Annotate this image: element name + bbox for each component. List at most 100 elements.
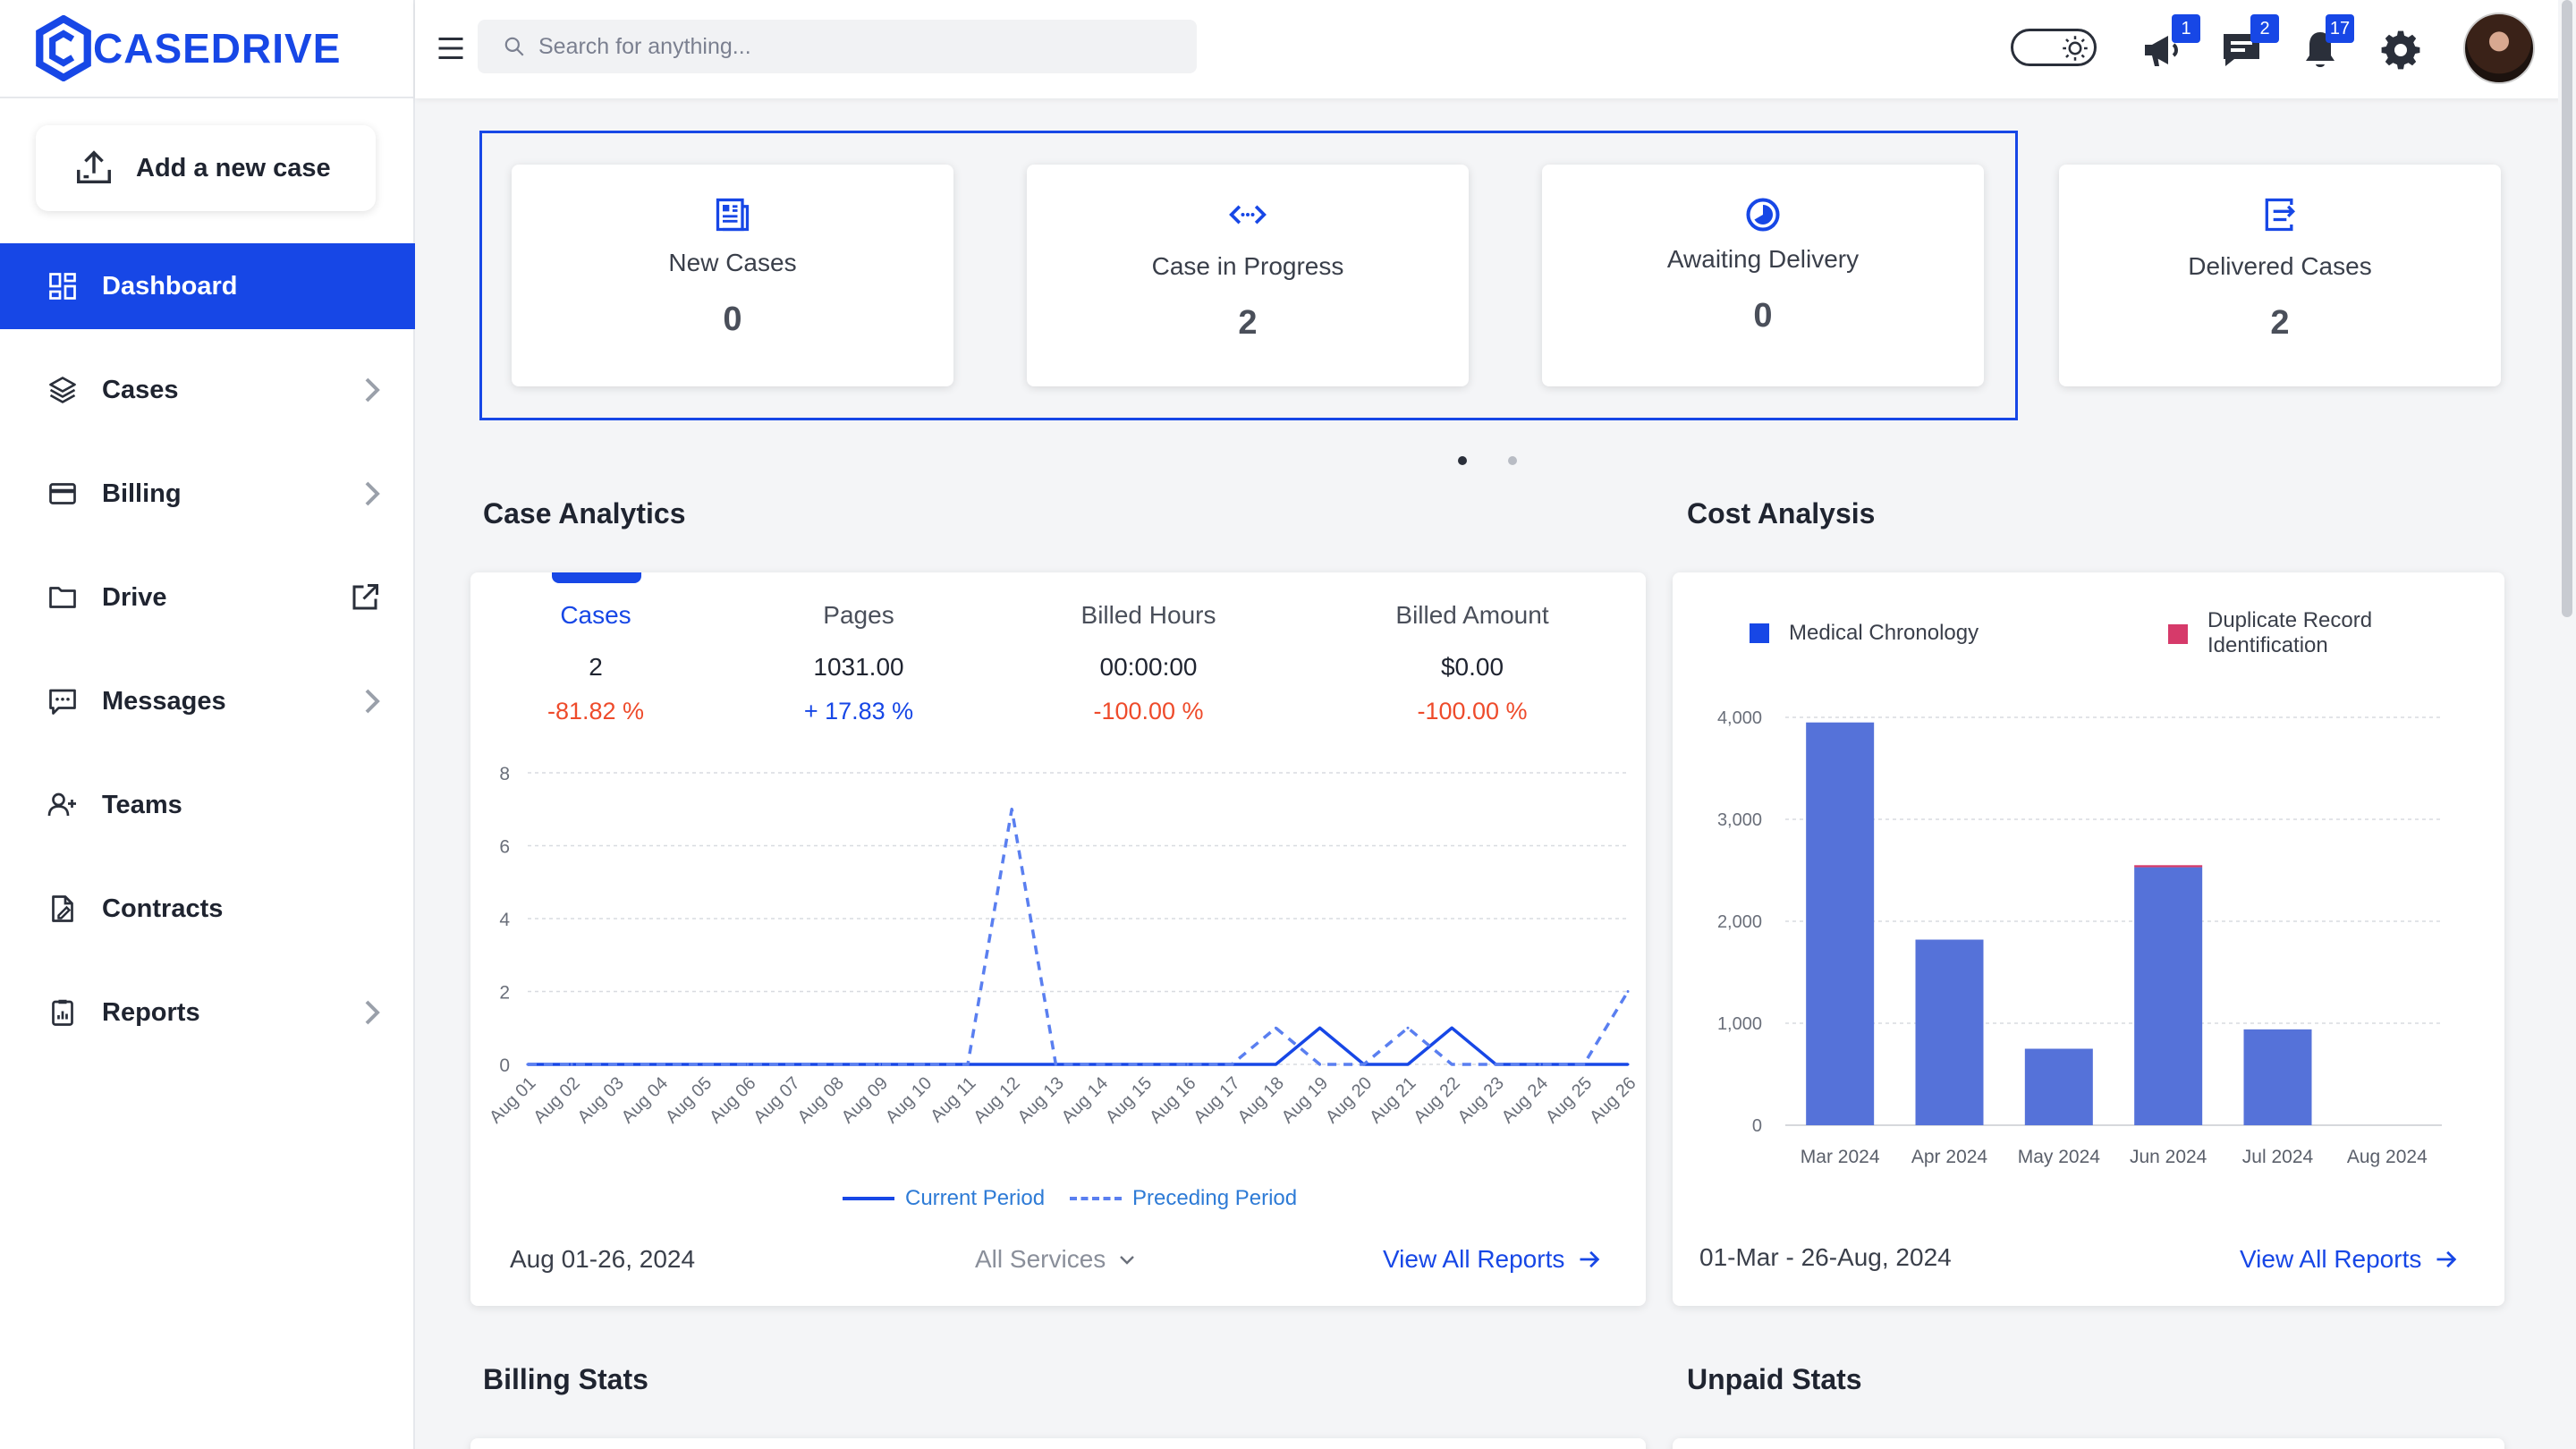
stat-card-title: Delivered Cases	[2188, 252, 2372, 280]
scrollbar-thumb[interactable]	[2562, 0, 2572, 617]
metric-label: Billed Hours	[1080, 601, 1216, 629]
metric-label: Billed Amount	[1395, 601, 1549, 629]
sidebar-item-label: Contracts	[102, 894, 224, 923]
stat-card-title: Awaiting Delivery	[1666, 245, 1860, 273]
data-point	[1626, 1063, 1630, 1066]
data-point	[1450, 1026, 1453, 1030]
legend-preceding-period[interactable]: Preceding Period	[1070, 1186, 1297, 1211]
cost-analysis-view-all-reports-link[interactable]: View All Reports	[2240, 1245, 2459, 1274]
clipboard-icon	[52, 999, 73, 1026]
clock-half-icon	[1746, 198, 1780, 232]
arrow-right-icon	[2436, 1250, 2457, 1268]
brand-logo[interactable]: CASEDRIVE	[0, 0, 413, 98]
bar-medical-chronology	[2243, 1029, 2312, 1125]
legend-label: Medical Chronology	[1789, 621, 1979, 645]
sidebar-item-billing[interactable]: Billing	[0, 451, 415, 537]
data-point	[790, 1063, 793, 1066]
stat-card-title: Case in Progress	[1151, 252, 1344, 280]
case-analytics-view-all-reports-link[interactable]: View All Reports	[1383, 1245, 1602, 1274]
search-icon	[504, 37, 524, 56]
sidebar-item-drive[interactable]: Drive	[0, 555, 415, 640]
external-link-icon[interactable]	[349, 581, 381, 614]
chevron-right-icon	[365, 481, 380, 506]
x-tick-label: Aug 20	[1322, 1073, 1376, 1127]
y-tick-label: 2,000	[1717, 912, 1762, 932]
data-point	[1186, 1063, 1190, 1066]
legend-dashed-line	[1070, 1197, 1122, 1200]
sun-icon	[2063, 36, 2088, 61]
add-new-case-button[interactable]: Add a new case	[36, 125, 376, 211]
arrow-right-icon	[1580, 1250, 1600, 1268]
sidebar-item-reports[interactable]: Reports	[0, 970, 415, 1055]
sidebar-item-teams[interactable]: Teams	[0, 762, 415, 848]
sidebar-item-label: Reports	[102, 997, 200, 1027]
data-point	[1494, 1063, 1497, 1066]
stat-card-case-in-progress[interactable]: Case in Progress 2	[1027, 165, 1469, 386]
bar-medical-chronology	[1915, 939, 1984, 1125]
unpaid-stats-title: Unpaid Stats	[1687, 1363, 1862, 1395]
metric-change: -100.00 %	[1093, 698, 1204, 724]
stat-card-value: 0	[1753, 297, 1773, 335]
sidebar-nav: Dashboard Cases Billing Drive	[0, 243, 415, 1073]
metric-tab-billed-amount[interactable]: Billed Amount $0.00 -100.00 %	[1338, 601, 1606, 725]
sidebar-item-contracts[interactable]: Contracts	[0, 866, 415, 952]
legend-current-period[interactable]: Current Period	[843, 1186, 1045, 1211]
metric-tab-pages[interactable]: Pages 1031.00 + 17.83 %	[724, 601, 993, 725]
cost-analysis-date-range: 01-Mar - 26-Aug, 2024	[1699, 1243, 1952, 1271]
y-tick-label: 4	[499, 910, 510, 930]
cost-analysis-title: Cost Analysis	[1687, 497, 1876, 530]
data-point	[1230, 1063, 1233, 1066]
preceding-period-line	[528, 808, 1630, 1066]
user-avatar[interactable]	[2463, 13, 2535, 84]
add-new-case-label: Add a new case	[136, 153, 331, 182]
x-tick-label: Aug 2024	[2347, 1147, 2428, 1167]
gear-icon[interactable]	[2379, 29, 2422, 72]
metric-tab-cases[interactable]: Cases 2 -81.82 %	[462, 601, 730, 725]
y-tick-label: 3,000	[1717, 810, 1762, 830]
theme-toggle[interactable]	[2011, 29, 2097, 66]
folder-icon	[49, 587, 76, 608]
code-arrows-icon	[1229, 205, 1267, 225]
sidebar-item-label: Billing	[102, 479, 182, 508]
sidebar-item-cases[interactable]: Cases	[0, 347, 415, 433]
x-tick-label: Aug 22	[1410, 1073, 1463, 1127]
page-scrollbar[interactable]	[2558, 0, 2576, 1449]
document-icon	[716, 198, 750, 232]
stat-cards-carousel	[479, 131, 2018, 420]
legend-duplicate-record[interactable]: Duplicate Record Identification	[2168, 608, 2436, 658]
stat-card-awaiting-delivery[interactable]: Awaiting Delivery 0	[1542, 165, 1984, 386]
stat-card-delivered-cases[interactable]: Delivered Cases 2	[2059, 165, 2501, 386]
stat-card-new-cases[interactable]: New Cases 0	[512, 165, 953, 386]
data-point	[1010, 808, 1013, 811]
carousel-dot-2[interactable]	[1508, 456, 1517, 465]
hamburger-menu-icon[interactable]	[433, 32, 469, 64]
metric-tab-billed-hours[interactable]: Billed Hours 00:00:00 -100.00 %	[1014, 601, 1283, 725]
legend-medical-chronology[interactable]: Medical Chronology	[1750, 621, 1979, 646]
x-tick-label: Aug 24	[1498, 1073, 1552, 1127]
legend-label: Preceding Period	[1132, 1186, 1298, 1210]
data-point	[570, 1063, 573, 1066]
megaphone-icon[interactable]	[2140, 29, 2182, 72]
x-tick-label: Aug 15	[1102, 1073, 1156, 1127]
x-tick-label: Jul 2024	[2242, 1147, 2314, 1167]
carousel-dot-1[interactable]	[1458, 456, 1467, 465]
y-tick-label: 4,000	[1717, 708, 1762, 728]
data-point	[526, 1063, 530, 1066]
message-icon	[49, 689, 76, 715]
data-point	[1054, 1063, 1057, 1066]
chat-icon[interactable]	[2220, 29, 2263, 72]
data-point	[966, 1063, 970, 1066]
data-point	[1318, 1026, 1322, 1030]
bar-medical-chronology	[1806, 722, 1875, 1125]
service-filter-dropdown[interactable]: All Services	[975, 1245, 1138, 1274]
view-all-reports-label: View All Reports	[1383, 1245, 1565, 1273]
sidebar-item-messages[interactable]: Messages	[0, 658, 415, 744]
credit-card-icon	[49, 483, 76, 504]
delivered-icon	[2265, 198, 2296, 232]
sidebar-item-dashboard[interactable]: Dashboard	[0, 243, 415, 329]
announcements-badge: 1	[2172, 14, 2200, 43]
search-input[interactable]	[538, 33, 1165, 60]
data-point	[1274, 1026, 1277, 1030]
x-tick-label: Aug 26	[1586, 1073, 1640, 1127]
